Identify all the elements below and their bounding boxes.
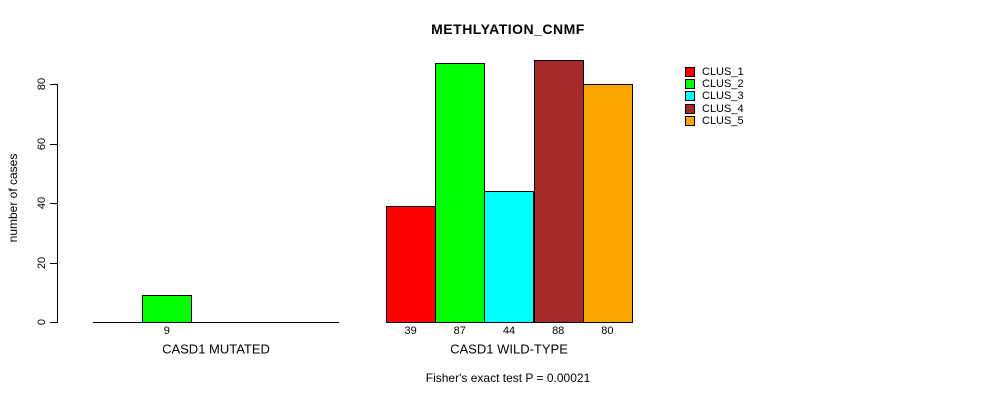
y-tick — [50, 322, 57, 323]
x-category-label: CASD1 WILD-TYPE — [450, 341, 568, 357]
bar-clus_2-casd1-mutated — [142, 295, 192, 323]
legend-swatch-clus_4 — [685, 103, 695, 114]
bar-clus_3-casd1-wild-type — [484, 191, 534, 323]
bar-value-label: 44 — [502, 325, 516, 337]
bar-value-label: 9 — [163, 325, 170, 337]
y-tick — [50, 143, 57, 145]
y-tick-label: 80 — [36, 77, 48, 91]
bar-clus_4-casd1-wild-type — [534, 60, 584, 323]
x-category-label: CASD1 MUTATED — [162, 341, 270, 357]
group-baseline — [93, 322, 339, 323]
y-axis-line — [57, 84, 58, 323]
bar-value-label: 88 — [552, 325, 565, 337]
y-tick-label: 20 — [36, 256, 48, 269]
bar-value-label: 80 — [601, 325, 614, 337]
legend-label: CLUS_2 — [702, 78, 744, 91]
y-tick — [50, 84, 57, 85]
legend-label: CLUS_1 — [702, 66, 744, 79]
legend-label: CLUS_4 — [702, 102, 744, 115]
legend-swatch-clus_5 — [685, 115, 695, 126]
y-tick — [50, 262, 57, 264]
legend-item: CLUS_2 — [685, 78, 744, 90]
y-tick-label: 0 — [36, 318, 48, 326]
bar-clus_2-casd1-wild-type — [435, 63, 485, 323]
legend-swatch-clus_3 — [685, 91, 695, 102]
legend-label: CLUS_5 — [702, 114, 744, 127]
p-value-annotation: Fisher's exact test P = 0.00021 — [425, 371, 591, 385]
bar-value-label: 39 — [404, 325, 417, 337]
legend-swatch-clus_1 — [685, 67, 695, 78]
bar-clus_1-casd1-wild-type — [386, 206, 436, 323]
chart-title: METHLYATION_CNMF — [431, 21, 585, 37]
legend-item: CLUS_3 — [685, 90, 744, 102]
bar-value-label: 87 — [453, 325, 466, 337]
legend-swatch-clus_2 — [685, 79, 695, 90]
legend-item: CLUS_1 — [685, 66, 744, 78]
y-tick — [50, 203, 57, 204]
legend-label: CLUS_3 — [702, 90, 744, 103]
y-tick-label: 60 — [36, 137, 48, 150]
legend-item: CLUS_5 — [685, 115, 744, 127]
legend-item: CLUS_4 — [685, 103, 744, 115]
y-tick-label: 40 — [36, 196, 48, 210]
y-axis-label: number of cases — [6, 153, 20, 243]
bar-clus_5-casd1-wild-type — [583, 84, 633, 323]
legend: CLUS_1 CLUS_2 CLUS_3 CLUS_4 CLUS_5 — [685, 66, 744, 127]
